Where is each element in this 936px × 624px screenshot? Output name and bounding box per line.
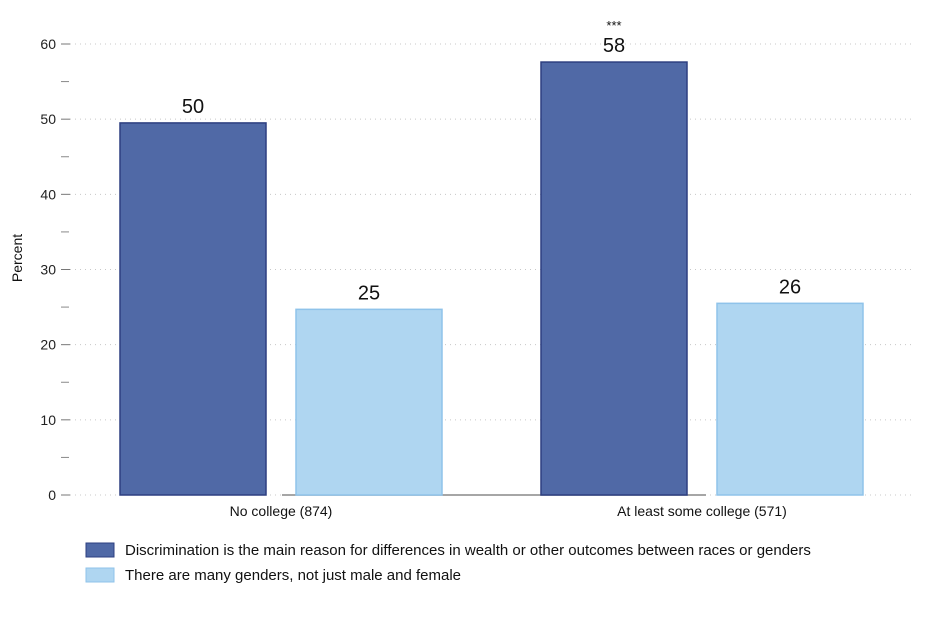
y-tick-label: 30	[40, 262, 56, 278]
data-labels: 50 25 58 *** 26	[182, 18, 801, 304]
x-axis: No college (874) At least some college (5…	[230, 503, 787, 519]
y-tick-label: 0	[48, 487, 56, 503]
y-tick-label: 60	[40, 36, 56, 52]
legend-swatch	[85, 542, 115, 558]
data-label: 26	[779, 276, 801, 298]
y-tick-label: 40	[40, 186, 56, 202]
bar	[540, 61, 688, 496]
legend-entry: There are many genders, not just male an…	[125, 567, 461, 584]
x-category-label: No college (874)	[230, 503, 333, 519]
data-label: 25	[358, 282, 380, 304]
legend-entry: Discrimination is the main reason for di…	[125, 542, 811, 559]
y-axis-label: Percent	[9, 234, 25, 282]
bars	[119, 61, 864, 496]
significance-label: ***	[606, 18, 621, 33]
bar	[716, 302, 864, 496]
legend-swatch	[85, 567, 115, 583]
y-tick-label: 20	[40, 337, 56, 353]
bar	[119, 122, 267, 496]
y-tick-label: 50	[40, 111, 56, 127]
data-label: 50	[182, 96, 204, 118]
legend: Discrimination is the main reason for di…	[85, 542, 811, 584]
bar	[295, 308, 443, 496]
x-category-label: At least some college (571)	[617, 503, 787, 519]
y-tick-label: 10	[40, 412, 56, 428]
data-label: 58	[603, 35, 625, 57]
